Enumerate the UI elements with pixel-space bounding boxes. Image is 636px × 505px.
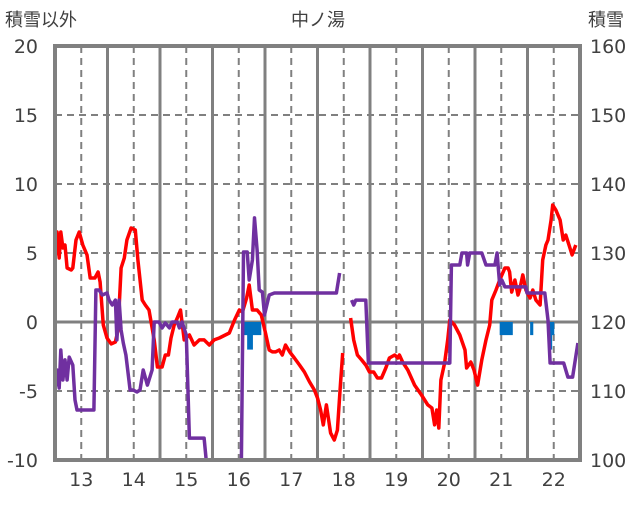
x-tick-label: 21 (489, 469, 513, 491)
right-axis-title: 積雪 (588, 10, 624, 31)
snow-bar (247, 322, 253, 350)
series-line-purple (349, 251, 580, 379)
plot-border (53, 44, 582, 462)
tick-labels: 20 15 10 5 0 -5 -10 160 150 140 130 120 110 100 13 14 15… (7, 36, 626, 491)
x-tick-label: 14 (122, 469, 146, 491)
y-tick-label: 20 (14, 36, 38, 58)
series-line-red (348, 203, 578, 430)
x-tick-label: 18 (332, 469, 356, 491)
snow-bar (530, 322, 534, 336)
y2-tick-label: 150 (590, 105, 626, 127)
y2-tick-label: 110 (590, 381, 626, 403)
y-tick-label: 0 (26, 312, 38, 334)
snow-bars (243, 322, 555, 350)
y-tick-label: 10 (14, 174, 38, 196)
x-tick-label: 15 (174, 469, 198, 491)
series-line-red (53, 226, 345, 442)
left-axis-title: 積雪以外 (5, 10, 77, 31)
y-tick-label: 15 (14, 105, 38, 127)
y-tick-label: -5 (19, 381, 38, 403)
y-tick-label: 5 (26, 243, 38, 265)
x-tick-label: 16 (227, 469, 251, 491)
y2-tick-label: 160 (590, 36, 626, 58)
series-lines (53, 203, 580, 462)
y2-tick-label: 100 (590, 450, 626, 472)
x-tick-label: 19 (384, 469, 408, 491)
y2-tick-label: 120 (590, 312, 626, 334)
y2-tick-label: 130 (590, 243, 626, 265)
y-tick-label: -10 (7, 450, 38, 472)
y2-tick-label: 140 (590, 174, 626, 196)
x-tick-label: 22 (542, 469, 566, 491)
x-tick-label: 17 (279, 469, 303, 491)
x-tick-label: 13 (69, 469, 93, 491)
series-line-purple (53, 216, 342, 462)
x-tick-label: 20 (437, 469, 461, 491)
snow-bar (499, 322, 513, 336)
chart-title: 中ノ湯 (291, 10, 345, 31)
snow-bar (549, 322, 553, 350)
